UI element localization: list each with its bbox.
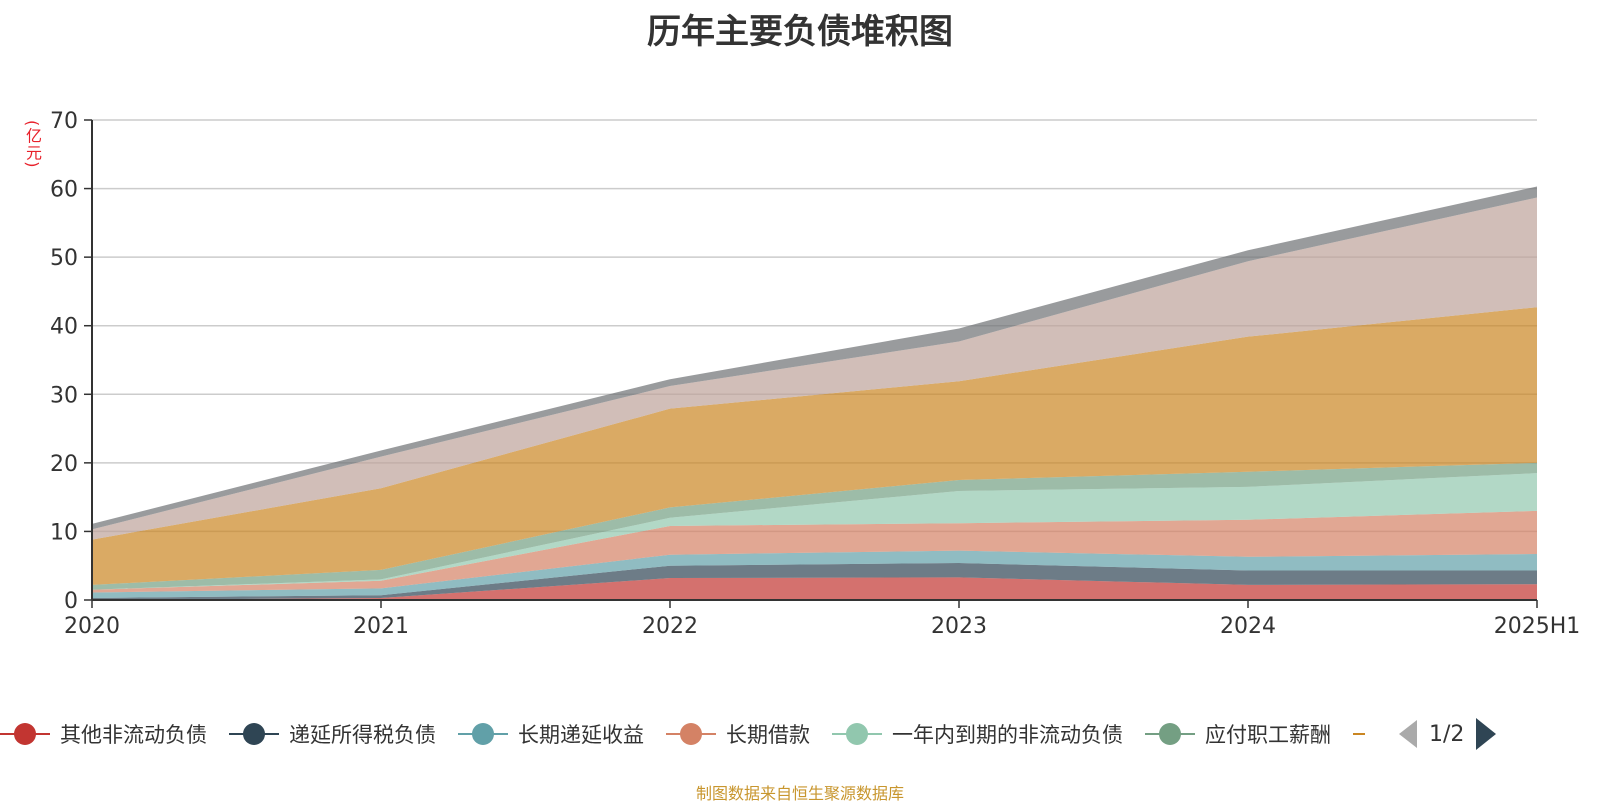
y-tick-label: 60 — [50, 178, 78, 203]
legend-marker-icon — [229, 721, 279, 747]
y-tick-label: 30 — [50, 383, 78, 408]
series-area-6[interactable] — [92, 462, 1537, 590]
legend-item[interactable]: 应付职工薪酬 — [1145, 719, 1331, 749]
y-tick-label: 50 — [50, 246, 78, 271]
x-tick-label: 2020 — [64, 614, 120, 639]
y-tick-label: 20 — [50, 452, 78, 477]
legend-marker-icon — [1353, 721, 1365, 747]
legend-item-partial[interactable] — [1353, 721, 1375, 747]
legend-item[interactable]: 一年内到期的非流动负债 — [832, 719, 1123, 749]
legend: 其他非流动负债 递延所得税负债 长期递延收益 长期借款 一年内到期的非流动负债 应付职工薪… — [0, 714, 1600, 754]
legend-page-indicator: 1/2 — [1429, 721, 1465, 747]
x-tick-label: 2023 — [931, 614, 987, 639]
series-area-9[interactable] — [92, 186, 1537, 530]
x-tick-label: 2022 — [642, 614, 698, 639]
series-area-2[interactable] — [92, 562, 1537, 600]
legend-item[interactable]: 长期递延收益 — [458, 719, 644, 749]
legend-item[interactable]: 长期借款 — [666, 719, 810, 749]
legend-item[interactable]: 其他非流动负债 — [0, 719, 207, 749]
legend-label: 其他非流动负债 — [60, 723, 207, 747]
series-area-5[interactable] — [92, 473, 1537, 590]
legend-marker-icon — [832, 721, 882, 747]
series-area-7[interactable] — [92, 307, 1537, 585]
series-area-4[interactable] — [92, 510, 1537, 593]
legend-marker-icon — [458, 721, 508, 747]
series-area-8[interactable] — [92, 197, 1537, 540]
legend-next-arrow-icon[interactable] — [1476, 718, 1497, 750]
legend-pager: 1/2 — [1399, 718, 1497, 750]
y-tick-label: 70 — [50, 109, 78, 134]
x-tick-label: 2024 — [1220, 614, 1276, 639]
y-tick-label: 40 — [50, 315, 78, 340]
legend-prev-arrow-icon[interactable] — [1399, 720, 1417, 748]
legend-label: 应付职工薪酬 — [1205, 723, 1331, 747]
legend-label: 递延所得税负债 — [289, 723, 436, 747]
y-tick-label: 10 — [50, 520, 78, 545]
legend-marker-icon — [1145, 721, 1195, 747]
legend-item[interactable]: 递延所得税负债 — [229, 719, 436, 749]
x-tick-label: 2025H1 — [1494, 614, 1581, 639]
y-tick-label: 0 — [64, 589, 78, 614]
series-area-3[interactable] — [92, 550, 1537, 598]
y-axis-unit-label: (亿元) — [23, 120, 42, 169]
series-area-1[interactable] — [92, 577, 1537, 600]
legend-marker-icon — [0, 721, 50, 747]
series-areas — [92, 186, 1537, 600]
legend-label: 长期借款 — [726, 723, 810, 747]
chart-title: 历年主要负债堆积图 — [647, 12, 953, 52]
source-note: 制图数据来自恒生聚源数据库 — [695, 784, 904, 803]
legend-label: 一年内到期的非流动负债 — [892, 723, 1123, 747]
legend-label: 长期递延收益 — [518, 723, 644, 747]
legend-marker-icon — [666, 721, 716, 747]
x-tick-label: 2021 — [353, 614, 409, 639]
axes: 0 10 20 30 40 50 60 70 2020 2021 2022 2023 2024 2025H… — [50, 109, 1580, 639]
stacked-area-chart: 0 10 20 30 40 50 60 70 2020 2021 2022 2023 2024 2025H… — [50, 109, 1580, 639]
